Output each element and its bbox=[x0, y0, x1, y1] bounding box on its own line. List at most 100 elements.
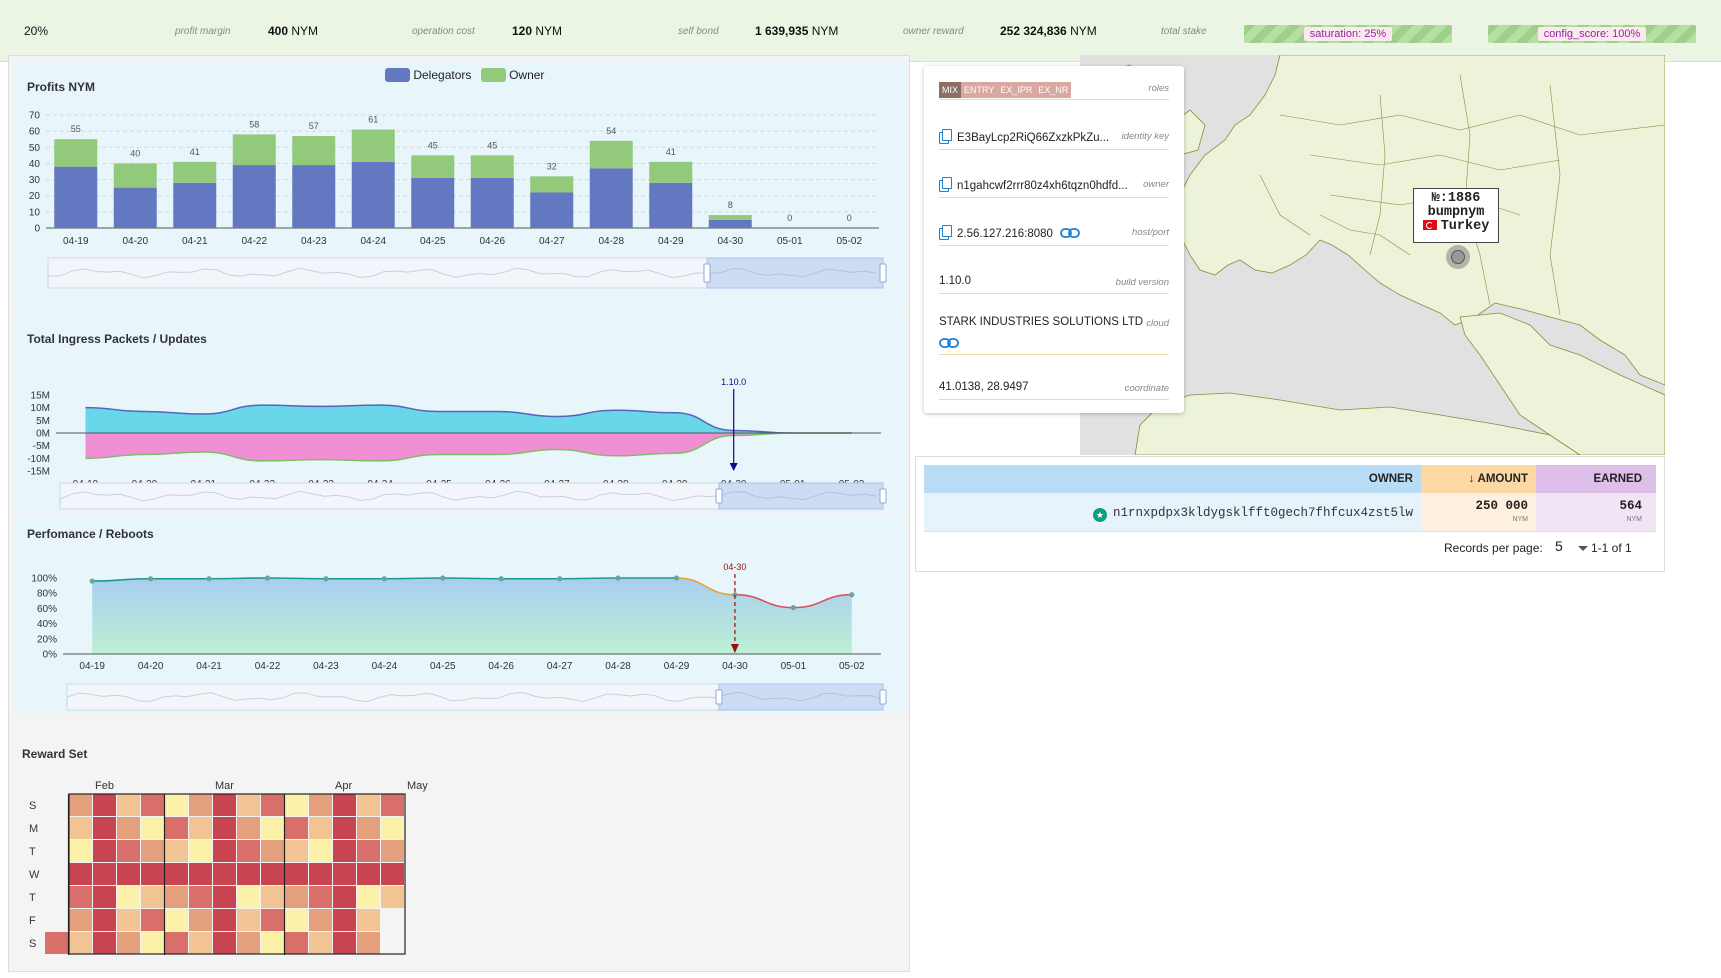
self-bond: 120 NYM bbox=[512, 24, 563, 38]
x-tick-label: 04-29 bbox=[664, 661, 690, 672]
x-tick-label: 05-02 bbox=[839, 661, 865, 672]
zoom-handle-left[interactable] bbox=[715, 488, 723, 504]
zoom-handle-right[interactable] bbox=[879, 488, 887, 504]
zoom-handle-left[interactable] bbox=[703, 263, 711, 283]
heatmap-border bbox=[68, 793, 406, 955]
bar-owner bbox=[649, 161, 693, 183]
bar-total-label: 41 bbox=[190, 147, 200, 157]
copy-icon[interactable] bbox=[939, 177, 952, 192]
heatmap-cell bbox=[213, 932, 236, 954]
heatmap-cell bbox=[165, 886, 188, 908]
zoom-handle-right[interactable] bbox=[879, 689, 887, 705]
saturation-text: saturation: 25% bbox=[1303, 27, 1393, 41]
x-tick-label: 04-26 bbox=[488, 661, 514, 672]
y-tick-label: 60% bbox=[37, 604, 57, 615]
col-earned-header[interactable]: EARNED bbox=[1536, 465, 1656, 493]
y-tick-label: 80% bbox=[37, 589, 57, 600]
role-entry-chip: ENTRY bbox=[961, 82, 998, 98]
heatmap-cell bbox=[261, 886, 284, 908]
col-owner-header[interactable]: OWNER bbox=[924, 465, 1421, 493]
bar-delegators bbox=[649, 182, 693, 228]
heatmap-cell bbox=[309, 932, 332, 954]
tooltip-number: №:1886 bbox=[1431, 191, 1481, 206]
heatmap-cell bbox=[141, 794, 164, 816]
heatmap-cell bbox=[285, 794, 308, 816]
host-value[interactable]: 2.56.127.216:8080 bbox=[939, 225, 1081, 240]
total-stake-label: total stake bbox=[1161, 26, 1207, 37]
table-row[interactable]: ★ n1rnxpdpx3kldygsklfft0gech7fhfcux4zst5l… bbox=[924, 493, 1656, 531]
owner-label: owner bbox=[1143, 179, 1169, 190]
zoom-selection bbox=[718, 683, 884, 711]
ingress-line bbox=[85, 404, 852, 434]
bar-owner bbox=[530, 176, 574, 193]
copy-icon[interactable] bbox=[939, 225, 952, 240]
tooltip-country: Turkey bbox=[1414, 220, 1498, 234]
bar-owner bbox=[173, 161, 217, 183]
identity-key-row: E3BayLcp2RiQ66ZxzkPkZu... identity key bbox=[939, 126, 1169, 150]
x-tick-label: 04-20 bbox=[138, 661, 164, 672]
bar-total-label: 8 bbox=[728, 200, 733, 210]
link-icon[interactable] bbox=[1060, 227, 1081, 239]
y-tick-label: -5M bbox=[33, 441, 50, 452]
bar-total-label: 58 bbox=[249, 119, 259, 129]
host-label: host/port bbox=[1132, 227, 1169, 238]
performance-point bbox=[673, 575, 680, 581]
bar-total-label: 55 bbox=[71, 124, 81, 134]
zoom-selection bbox=[718, 482, 884, 510]
owner-value[interactable]: n1gahcwf2rrr80z4xh6tqzn0hdfd... bbox=[939, 177, 1137, 192]
zoom-handle-right[interactable] bbox=[879, 263, 887, 283]
zoom-selection bbox=[706, 257, 884, 289]
sort-arrow-down-icon[interactable]: ↓ bbox=[1468, 473, 1475, 485]
caret-down-icon[interactable] bbox=[1578, 546, 1588, 551]
heatmap-cell bbox=[189, 817, 212, 839]
performance-point bbox=[323, 576, 329, 582]
identity-key-value[interactable]: E3BayLcp2RiQ66ZxzkPkZu... bbox=[939, 129, 1109, 144]
heatmap-cell bbox=[117, 863, 140, 885]
table-header: OWNER ↓ AMOUNT EARNED bbox=[924, 465, 1656, 493]
node-location-marker[interactable] bbox=[1446, 245, 1470, 269]
profits-chart: Profits NYM Delegators Owner 0 10 20 30 40 50… bbox=[13, 62, 907, 310]
legend-delegators-label[interactable]: Delegators bbox=[413, 68, 472, 82]
build-version-row: 1.10.0 build version bbox=[939, 272, 1169, 294]
x-tick-label: 04-20 bbox=[122, 236, 148, 247]
bar-delegators bbox=[411, 177, 455, 228]
coordinate-row: 41.0138, 28.9497 coordinate bbox=[939, 378, 1169, 400]
updates-line bbox=[85, 432, 852, 462]
y-tick-label: 5M bbox=[36, 416, 50, 427]
version-marker-arrow-icon bbox=[729, 463, 738, 471]
weekday-label: T bbox=[29, 892, 36, 904]
x-tick-label: 04-24 bbox=[372, 661, 398, 672]
link-icon[interactable] bbox=[939, 337, 959, 349]
col-amount-header[interactable]: ↓ AMOUNT bbox=[1421, 465, 1536, 493]
heatmap-cell bbox=[285, 932, 308, 954]
copy-icon[interactable] bbox=[939, 129, 952, 144]
heatmap-cell bbox=[357, 794, 380, 816]
heatmap-cell bbox=[165, 840, 188, 862]
row-owner-cell: ★ n1rnxpdpx3kldygsklfft0gech7fhfcux4zst5l… bbox=[924, 493, 1421, 531]
bar-delegators bbox=[173, 182, 217, 228]
operation-cost: 400 NYM bbox=[268, 24, 319, 38]
bar-owner bbox=[113, 163, 157, 188]
heatmap-cell bbox=[141, 817, 164, 839]
zoom-handle-left[interactable] bbox=[715, 689, 723, 705]
x-tick-label: 04-23 bbox=[301, 236, 327, 247]
heatmap-cell bbox=[45, 932, 68, 954]
x-tick-label: 04-25 bbox=[430, 661, 456, 672]
heatmap-cell bbox=[333, 932, 356, 954]
records-per-page-select[interactable]: 5 bbox=[1555, 538, 1563, 554]
host-row: 2.56.127.216:8080 host/port bbox=[939, 222, 1169, 246]
legend-delegators-swatch[interactable] bbox=[385, 68, 410, 82]
heatmap-cell bbox=[165, 817, 188, 839]
heatmap-cell bbox=[117, 794, 140, 816]
cloud-value: STARK INDUSTRIES SOLUTIONS LTD bbox=[939, 316, 1144, 328]
legend-owner-label[interactable]: Owner bbox=[509, 68, 545, 82]
legend-owner-swatch[interactable] bbox=[480, 68, 506, 82]
heatmap-cell bbox=[189, 794, 212, 816]
x-tick-label: 04-29 bbox=[658, 236, 684, 247]
heatmap-cell bbox=[261, 863, 284, 885]
x-tick-label: 04-28 bbox=[598, 236, 624, 247]
y-tick-label: 0M bbox=[36, 429, 50, 440]
x-tick-label: 04-30 bbox=[722, 661, 748, 672]
heatmap-cell bbox=[93, 886, 116, 908]
roles-row: MIX ENTRY EX_IPR EX_NR roles bbox=[939, 78, 1169, 100]
